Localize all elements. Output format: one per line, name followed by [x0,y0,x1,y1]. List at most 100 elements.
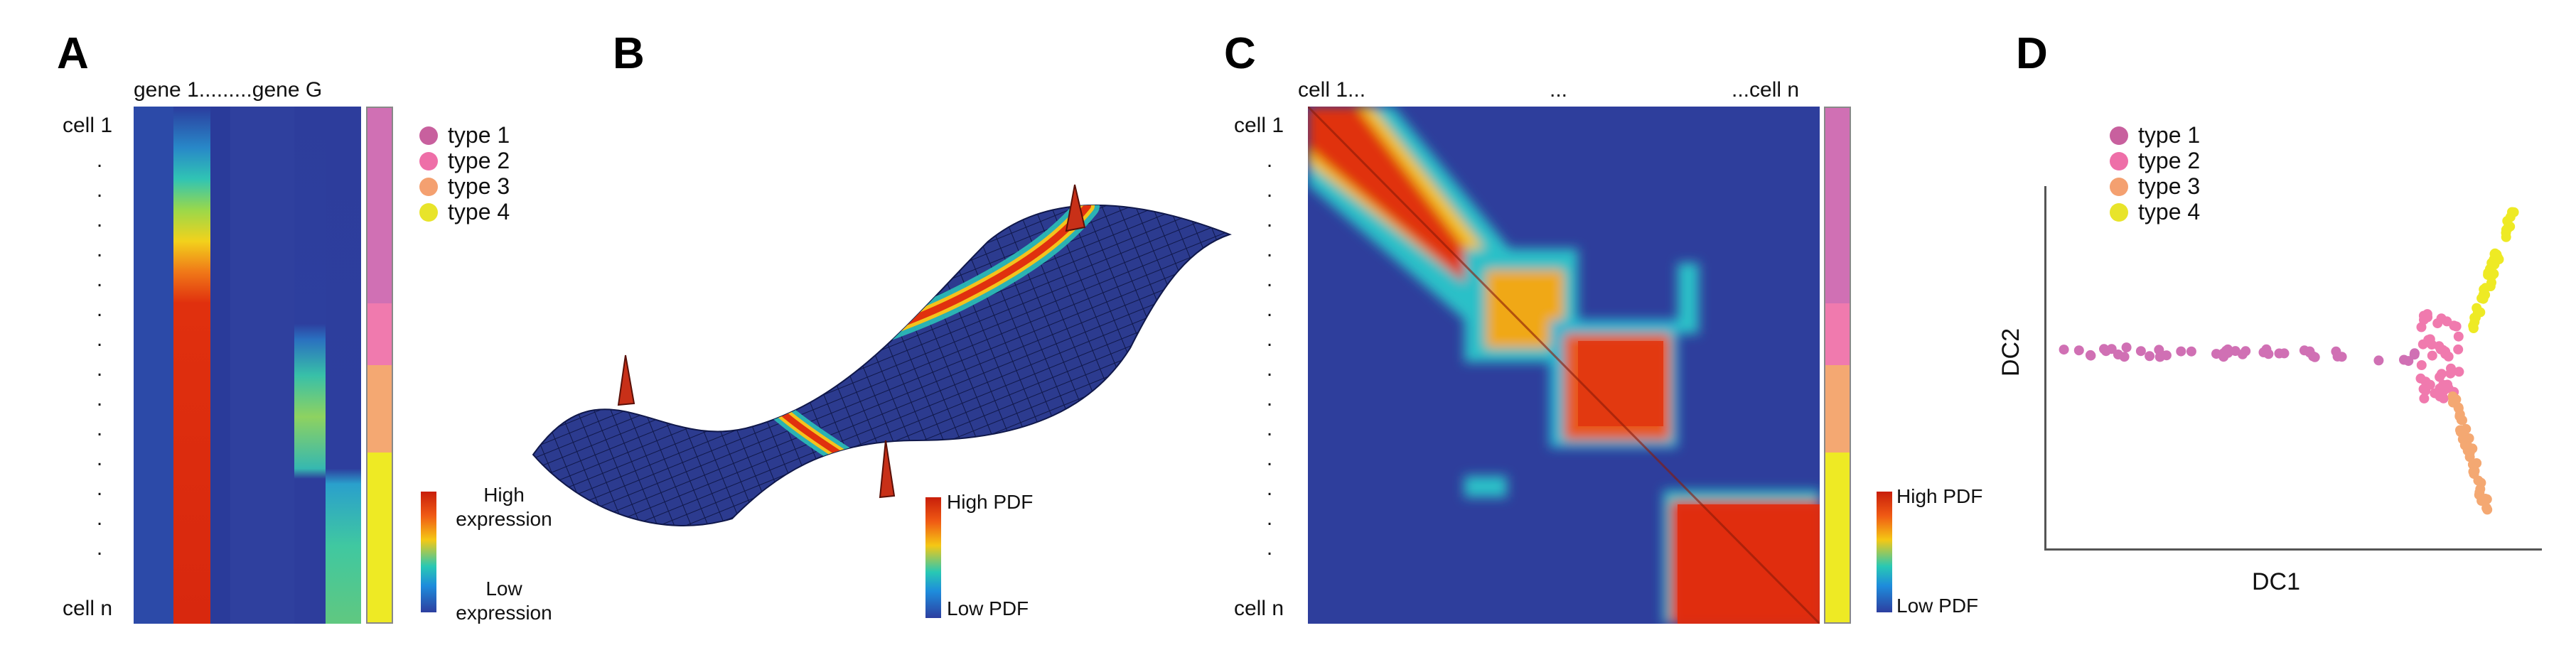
scatter-point [2473,475,2484,486]
scatter-point [2145,351,2155,362]
scatter-point [2373,355,2384,366]
scatter-point [2468,320,2479,331]
scatter-point [2470,313,2481,323]
panel-a-row-top: cell 1 [63,114,113,137]
scatter-point [2240,346,2251,357]
panel-b-colorbar [925,497,941,618]
scatter-point [2332,351,2343,362]
scatter-point [2437,345,2448,355]
scatter-point [2420,385,2431,396]
panel-a-colorbar-low-label: Low expression [456,578,552,624]
scatter-point [2419,393,2430,403]
panel-d-legend-type3: type 3 [2110,173,2200,200]
legend-dot-icon [2110,202,2128,222]
legend-dot-icon [419,151,438,170]
scatter-point [2478,293,2489,304]
scatter-point [2399,354,2409,365]
panel-a-legend-type4: type 4 [419,199,510,225]
panel-d-y-axis [2044,186,2046,550]
scatter-point [2443,351,2454,362]
panel-c-colorbar [1877,492,1892,612]
scatter-point [2086,350,2096,361]
scatter-point [2415,373,2426,384]
scatter-point [2472,303,2482,313]
panel-c-colorbar-high-label: High PDF [1896,485,1983,507]
panel-c-row-bottom: cell n [1234,597,1284,620]
scatter-point [2261,344,2272,354]
scatter-point [2481,494,2492,504]
legend-dot-icon [2110,151,2128,170]
scatter-point [2508,207,2519,217]
scatter-point [2453,331,2464,342]
panel-c-cell-similarity-heatmap [1308,107,1820,624]
scatter-point [2121,342,2132,353]
scatter-point [2059,345,2069,355]
scatter-point [2154,352,2165,362]
scatter-point [2501,232,2511,242]
panel-b-pdf-surface-plot [532,184,1232,526]
panel-a-letter: A [57,29,89,78]
scatter-point [2106,344,2117,354]
panel-b-colorbar-low-label: Low PDF [947,597,1029,619]
scatter-point [2453,344,2464,354]
scatter-point [2453,403,2464,413]
panel-c-col-mid: ... [1550,78,1568,102]
scatter-point [2503,220,2514,231]
panel-c-row-ellipsis: .............. [1266,148,1273,560]
panel-c-colorbar-low-label: Low PDF [1896,595,1979,617]
scatter-point [2409,350,2420,360]
scatter-point [2442,379,2453,390]
panel-c-letter: C [1224,29,1256,78]
scatter-point [2223,347,2233,358]
scatter-point [2475,484,2486,494]
scatter-point [2113,350,2123,359]
scatter-point [2454,367,2464,377]
panel-b-letter: B [613,29,645,78]
panel-a-colorbar [421,492,436,612]
scatter-point [2427,350,2437,361]
panel-a-legend-type1: type 1 [419,122,510,148]
legend-dot-icon [419,126,438,145]
scatter-point [2464,433,2474,443]
scatter-point [2432,318,2443,329]
panel-d-legend-type4: type 4 [2110,199,2200,225]
scatter-point [2279,348,2290,359]
panel-d-legend-type2: type 2 [2110,148,2200,174]
panel-a-row-ellipsis: .............. [96,148,103,560]
scatter-point [2419,315,2429,325]
panel-a-column-header: gene 1.........gene G [134,78,323,102]
scatter-point [2442,316,2452,327]
scatter-point [2135,346,2146,357]
scatter-point [2423,335,2434,345]
panel-d-letter: D [2016,29,2048,78]
scatter-point [2186,346,2196,357]
legend-dot-icon [2110,177,2128,196]
panel-d-xlabel: DC1 [2252,568,2301,595]
scatter-point [2472,458,2482,468]
panel-a-colorbar-high-label: High expression [456,484,552,530]
panel-a-expression-heatmap [134,107,361,624]
scatter-point [2464,452,2475,462]
legend-dot-icon [419,177,438,196]
panel-a-legend-type3: type 3 [419,173,510,200]
panel-c-col-first: cell 1... [1298,78,1366,102]
scatter-point [2438,393,2449,403]
scatter-point [2489,249,2500,259]
scatter-point [2446,363,2456,374]
panel-d-ylabel: DC2 [1997,327,2024,377]
legend-dot-icon [419,202,438,222]
scatter-point [2486,271,2497,281]
legend-dot-icon [2110,126,2128,145]
panel-a-row-bottom: cell n [63,597,113,620]
scatter-point [2485,281,2496,291]
panel-d-legend-type1: type 1 [2110,122,2200,148]
scatter-point [2176,346,2186,357]
panel-a-type-annotation-bar [366,107,393,624]
scatter-point [2309,352,2320,362]
scatter-point [2456,415,2467,426]
panel-c-row-top: cell 1 [1234,114,1284,137]
scatter-point [2436,369,2447,379]
panel-d-diffusion-map-scatter [2059,207,2519,515]
panel-c-col-last: ...cell n [1732,78,1800,102]
panel-a-legend-type2: type 2 [419,148,510,174]
